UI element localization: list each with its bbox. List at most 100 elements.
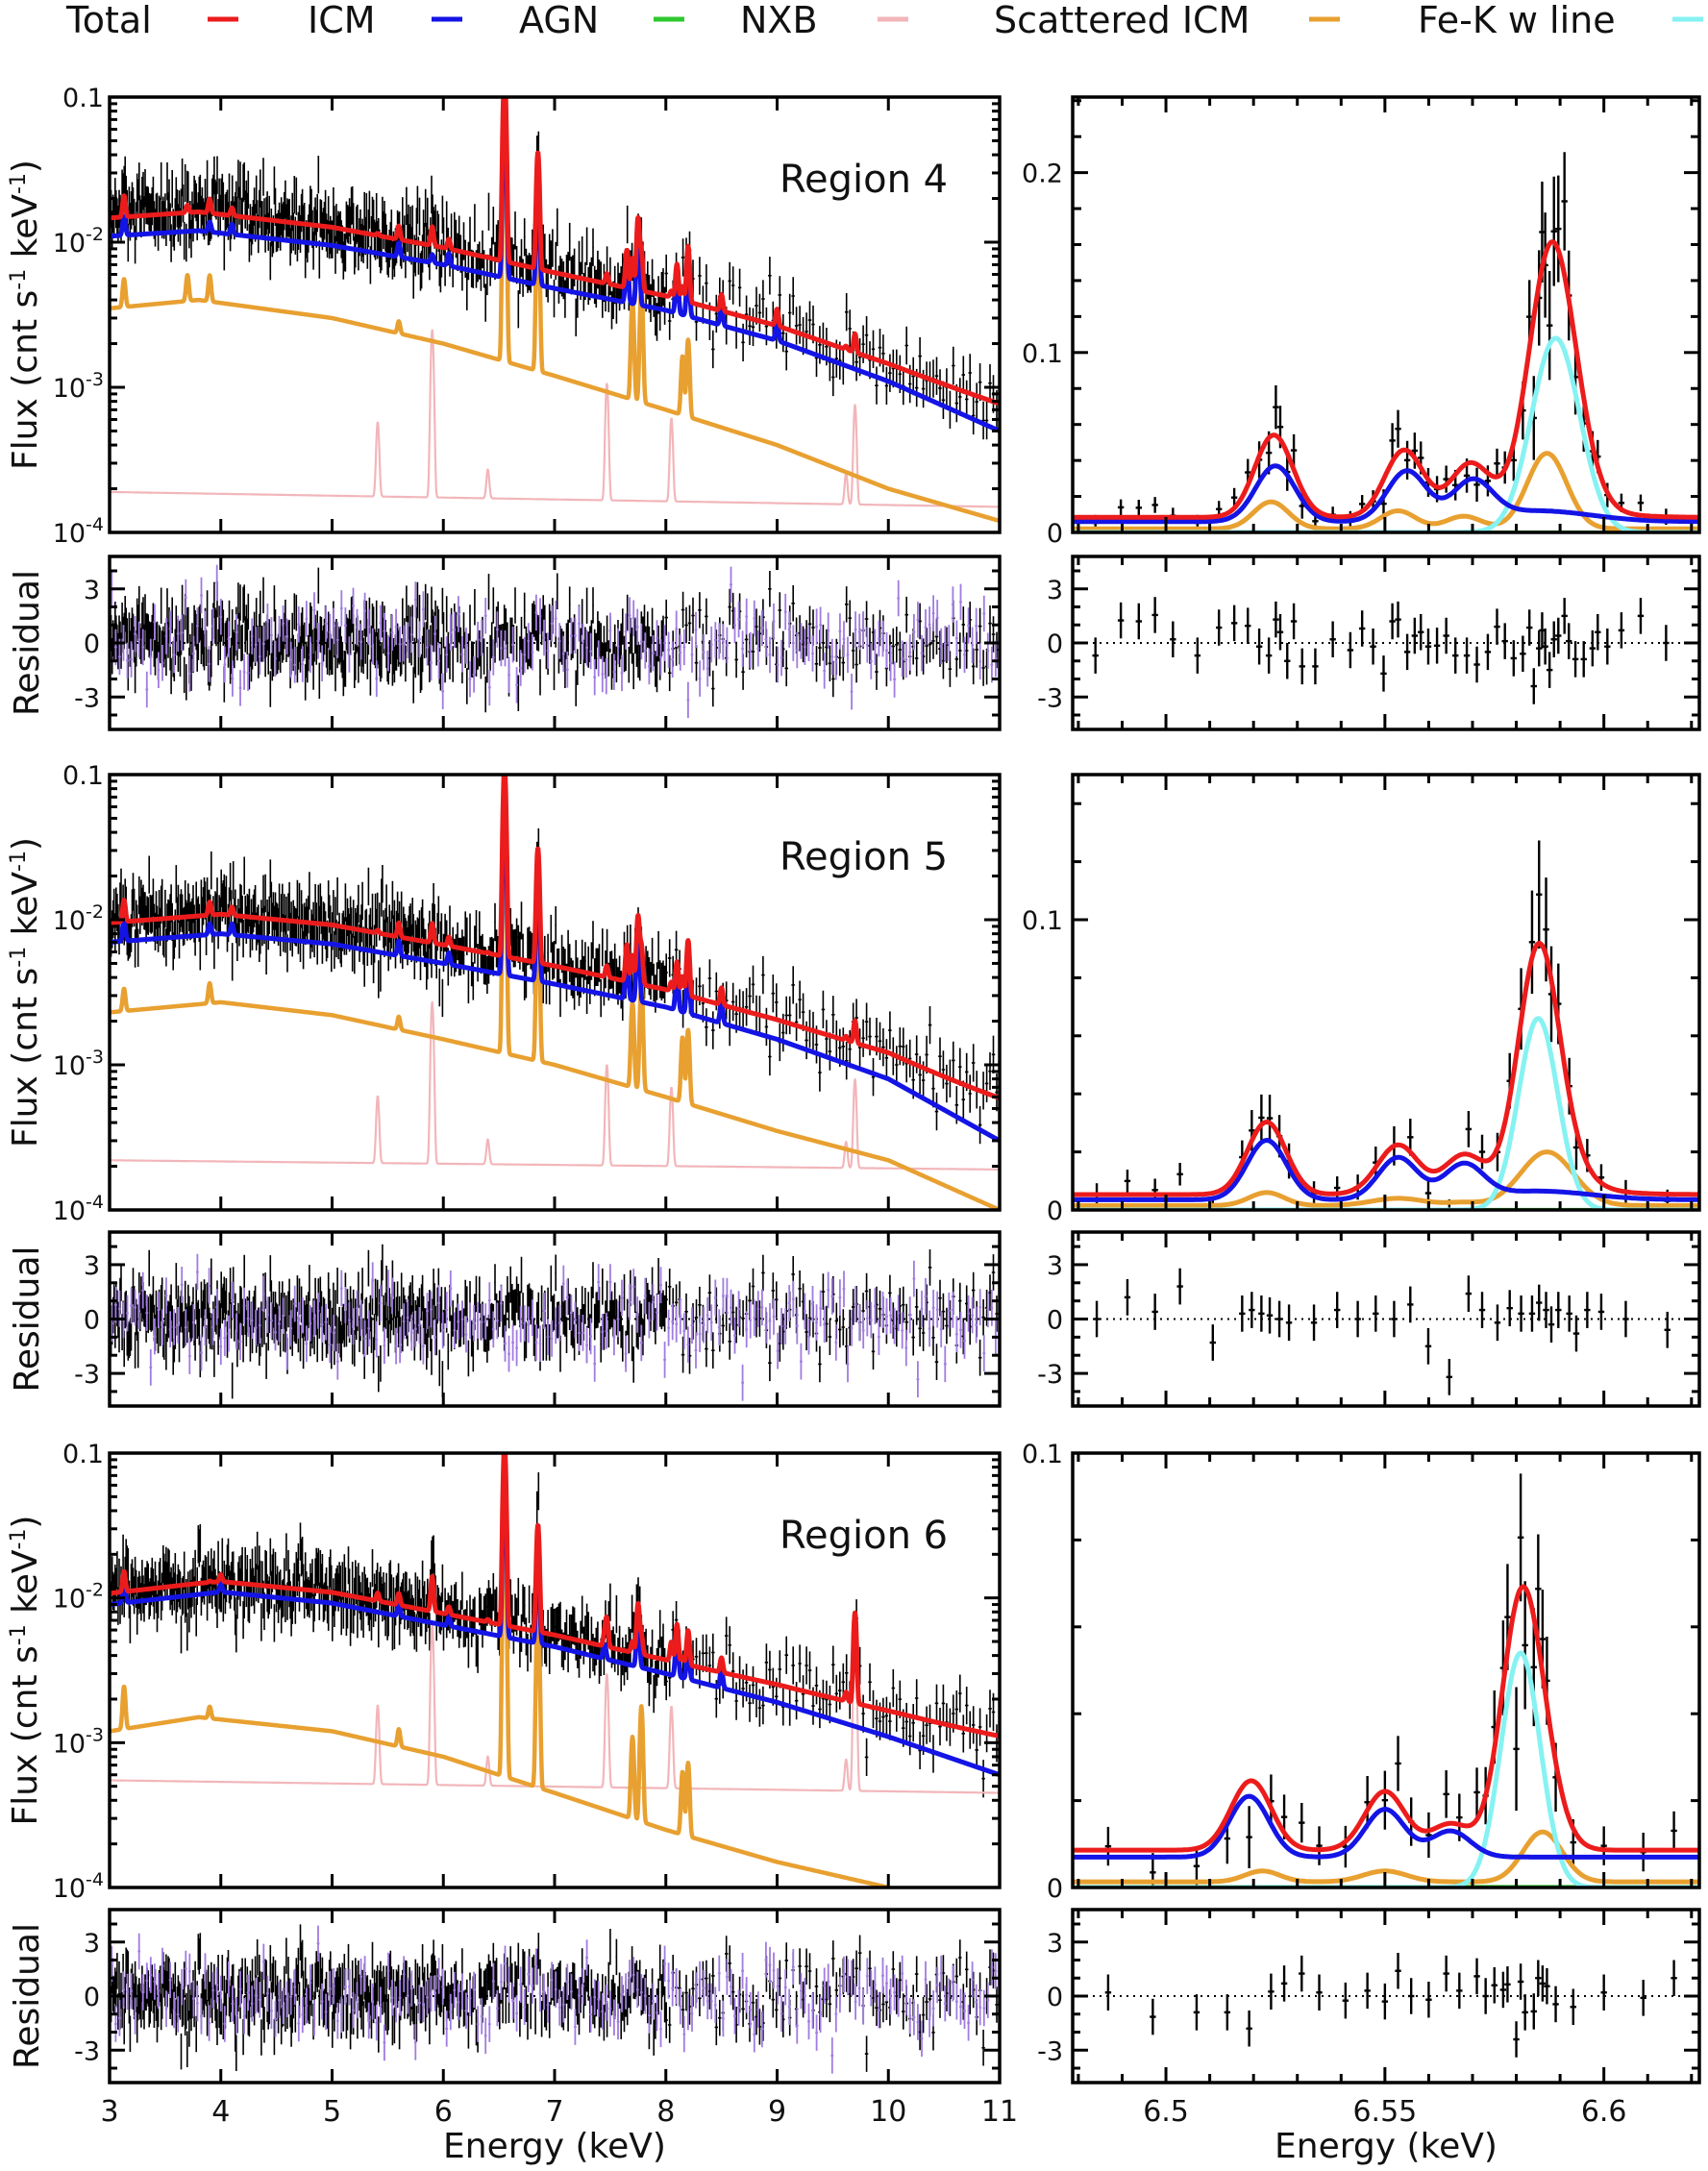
residual-point <box>1265 637 1273 674</box>
broadband-plot-area <box>110 97 1000 524</box>
residual-point <box>1354 1300 1361 1338</box>
fe-k-zoom-panel: 0 0.1 0.2 <box>1022 95 1701 549</box>
residual-point <box>1664 1311 1671 1348</box>
zoom-data-point <box>1176 1163 1183 1186</box>
residual-tick-label: -3 <box>1037 683 1063 713</box>
residual-tick-label: 0 <box>84 1306 100 1336</box>
zoom-data-point <box>1465 1111 1473 1147</box>
zoom-data-point <box>1597 1164 1605 1192</box>
residual-point <box>1499 1971 1507 2009</box>
zoom-data-point <box>1316 1826 1323 1865</box>
residual-point <box>1544 1967 1550 2005</box>
legend-label: Scattered ICM <box>994 0 1250 41</box>
zoom-data-point <box>1637 494 1645 511</box>
residual-point <box>1092 637 1099 674</box>
y-tick-label: 10-2 <box>53 224 104 259</box>
residual-point <box>1329 621 1336 657</box>
residual-point <box>1536 1284 1543 1321</box>
residual-point <box>1093 1300 1101 1338</box>
zoom-model-icm <box>1073 1793 1699 1860</box>
y-tick-exponent: -3 <box>86 1047 104 1068</box>
legend-item-total: Total <box>65 0 238 41</box>
y-tick-label: 10-4 <box>53 1869 104 1904</box>
residual-tick-label: -3 <box>74 683 100 713</box>
x-tick-label: 6 <box>434 2095 453 2129</box>
title-superscript: -1 <box>7 1624 31 1645</box>
zoom-model-fe-k-w-line <box>1073 335 1699 532</box>
residual-point <box>1342 1982 1349 2019</box>
residual-point <box>1407 1286 1414 1323</box>
zoom-data-point <box>1104 1826 1112 1866</box>
residual-point <box>1597 1294 1605 1330</box>
y-tick-base: 10 <box>53 374 86 404</box>
y-tick-label: 10-2 <box>53 901 104 936</box>
zoom-data-point <box>1151 497 1158 513</box>
residual-point <box>1547 1306 1555 1344</box>
x-tick-label: 10 <box>870 2095 906 2129</box>
residual-point <box>1671 1960 1677 1996</box>
x-tick-label: 9 <box>768 2095 786 2129</box>
broadband-model-scattered-icm <box>110 1526 897 1887</box>
residual-tick-label: 3 <box>84 576 100 605</box>
residual-tick-label: 0 <box>84 1983 100 2012</box>
zoom-data-point <box>1473 1767 1480 1817</box>
residual-point <box>1364 1972 1371 2010</box>
legend-item-nxb: NXB <box>740 0 908 41</box>
residual-point <box>1473 1958 1480 1995</box>
fe-k-zoom-panel: 00.1 <box>1022 773 1701 1226</box>
fe-k-zoom-area <box>1073 840 1699 1210</box>
residual-points-secondary <box>110 1925 998 2074</box>
residual-point <box>1528 1295 1536 1332</box>
residual-tick-label: 0 <box>1047 1306 1063 1336</box>
broadband-data-points <box>110 775 999 1145</box>
legend-label: NXB <box>740 0 818 41</box>
zoom-data-point <box>1473 467 1480 503</box>
y-tick-base: 10 <box>53 519 86 549</box>
residual-point <box>1255 629 1263 665</box>
residual-points-primary <box>110 1244 999 1399</box>
zoom-data-point <box>1290 433 1298 467</box>
residual-point <box>1373 1295 1379 1332</box>
y-tick-label: 10-3 <box>53 369 104 404</box>
residual-point <box>1408 1978 1415 2014</box>
residual-y-axis-title: Residual <box>8 1246 47 1392</box>
y-tick-base: 0.1 <box>62 761 104 791</box>
zoom-model-icm <box>1073 463 1699 525</box>
legend-item-icm: ICM <box>308 0 462 41</box>
residual-point <box>1572 1315 1580 1352</box>
residual-point <box>1391 1300 1398 1338</box>
residual-tick-label: 0 <box>1047 629 1063 659</box>
residual-point <box>1150 1998 1156 2035</box>
residual-point <box>1290 603 1298 640</box>
residual-point <box>1473 646 1480 683</box>
residual-points-primary <box>110 567 999 713</box>
residual-point <box>1517 1963 1524 2000</box>
title-text: ) <box>6 1516 45 1529</box>
y-tick-base: 10 <box>53 229 86 259</box>
residual-point <box>1411 617 1419 654</box>
residual-point <box>1215 609 1223 646</box>
residual-point <box>1584 1292 1591 1328</box>
y-tick-exponent: -4 <box>86 514 104 535</box>
zoom-data-point <box>1403 440 1411 480</box>
zoom-data-point <box>1389 423 1396 458</box>
residual-point <box>1424 629 1432 665</box>
residual-point <box>1193 1994 1201 2031</box>
residual-point <box>1494 608 1500 645</box>
residual-tick-label: 3 <box>84 1251 100 1281</box>
broadband-model-icm <box>110 98 1000 433</box>
broadband-plot-area <box>110 775 1000 1210</box>
zoom-y-tick-label: 0 <box>1047 519 1063 549</box>
y-tick-exponent: -3 <box>86 369 104 390</box>
residual-point <box>1539 1965 1547 2002</box>
residual-y-axis-title: Residual <box>8 570 47 716</box>
residual-point <box>1520 635 1526 672</box>
residual-point <box>1395 1953 1401 1989</box>
residual-tick-label: -3 <box>1037 2036 1063 2066</box>
x-tick-label: 3 <box>100 2095 118 2129</box>
residual-point <box>1600 1974 1607 2011</box>
title-text: ) <box>6 837 45 851</box>
zoom-data-point <box>1425 1812 1432 1859</box>
